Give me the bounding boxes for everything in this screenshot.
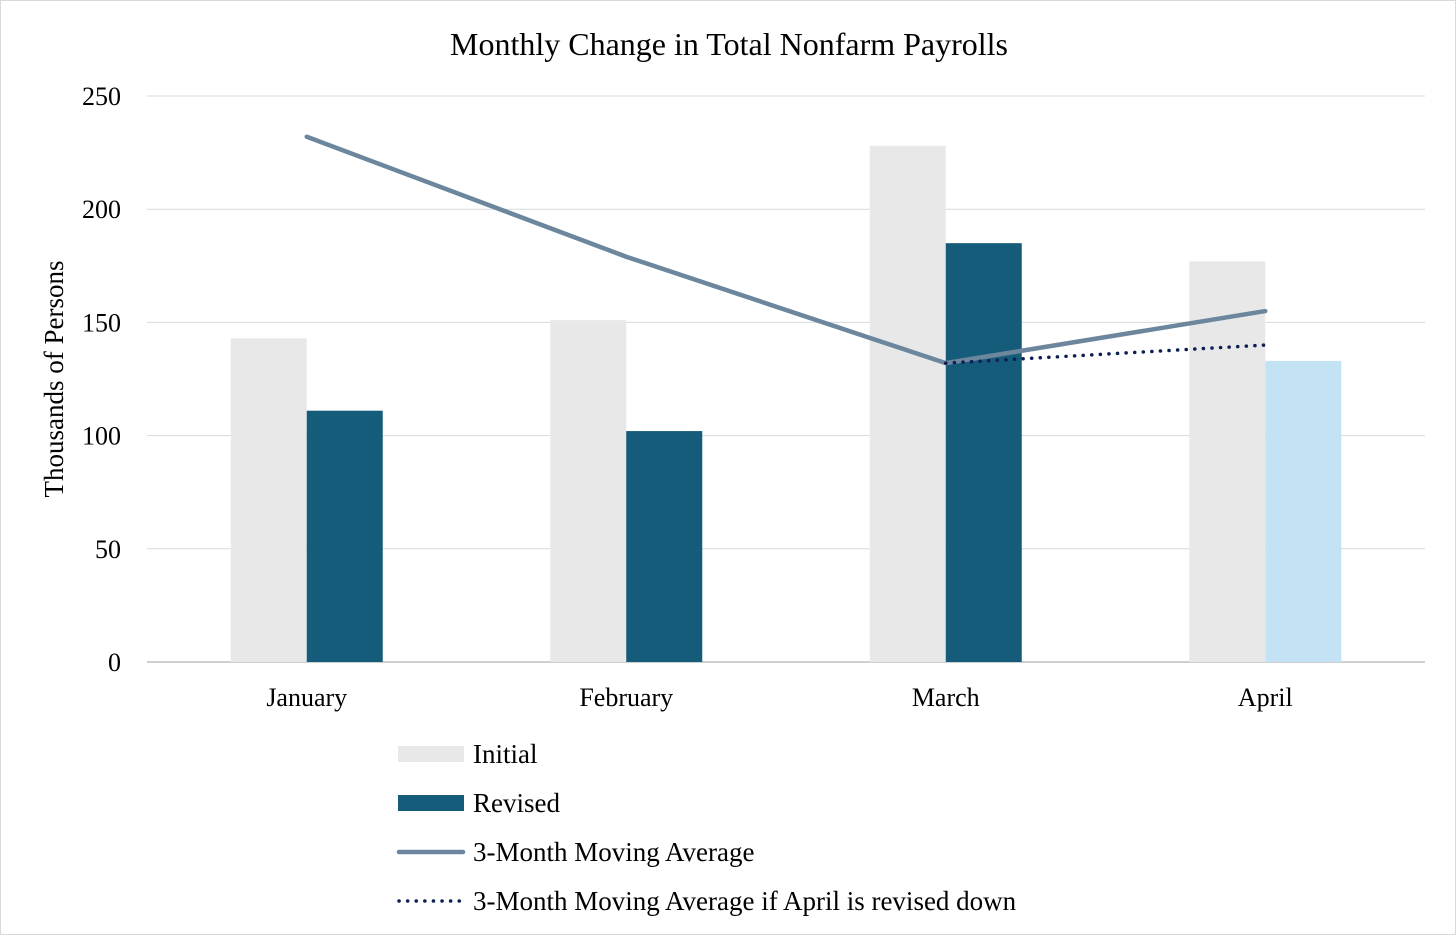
legend-label: 3-Month Moving Average xyxy=(473,837,754,867)
tick-labels: 0 50 100 150 200 250 January February March April xyxy=(82,82,1293,712)
y-tick-label: 50 xyxy=(95,535,121,564)
y-axis-label: Thousands of Persons xyxy=(39,261,69,498)
bar-revised xyxy=(626,431,703,662)
x-tick-label: April xyxy=(1238,683,1293,712)
bar-initial xyxy=(230,338,307,662)
legend-label: Initial xyxy=(473,739,537,769)
lines xyxy=(304,134,1268,366)
series-line-moving-average-revised-down xyxy=(944,343,1267,365)
y-tick-label: 150 xyxy=(82,308,121,337)
y-tick-label: 200 xyxy=(82,195,121,224)
chart-title: Monthly Change in Total Nonfarm Payrolls xyxy=(450,26,1008,62)
legend-label: Revised xyxy=(473,788,560,818)
y-tick-label: 0 xyxy=(108,648,121,677)
bar-revised xyxy=(1265,360,1342,662)
x-tick-label: January xyxy=(266,683,347,712)
y-tick-label: 100 xyxy=(82,422,121,451)
bar-initial xyxy=(1189,261,1266,662)
bar-initial xyxy=(869,145,946,663)
series-line-moving-average xyxy=(304,134,1268,366)
bar-revised xyxy=(306,410,383,662)
bar-revised xyxy=(945,243,1022,662)
x-tick-label: February xyxy=(579,683,673,712)
y-tick-label: 250 xyxy=(82,82,121,111)
x-tick-label: March xyxy=(912,683,980,712)
legend-label: 3-Month Moving Average if April is revis… xyxy=(473,886,1017,916)
legend-swatch xyxy=(398,746,464,762)
legend: Initial Revised 3-Month Moving Average 3-Mo… xyxy=(396,739,1017,916)
legend-swatch xyxy=(398,795,464,811)
bars xyxy=(230,145,1342,663)
bar-initial xyxy=(550,320,627,662)
